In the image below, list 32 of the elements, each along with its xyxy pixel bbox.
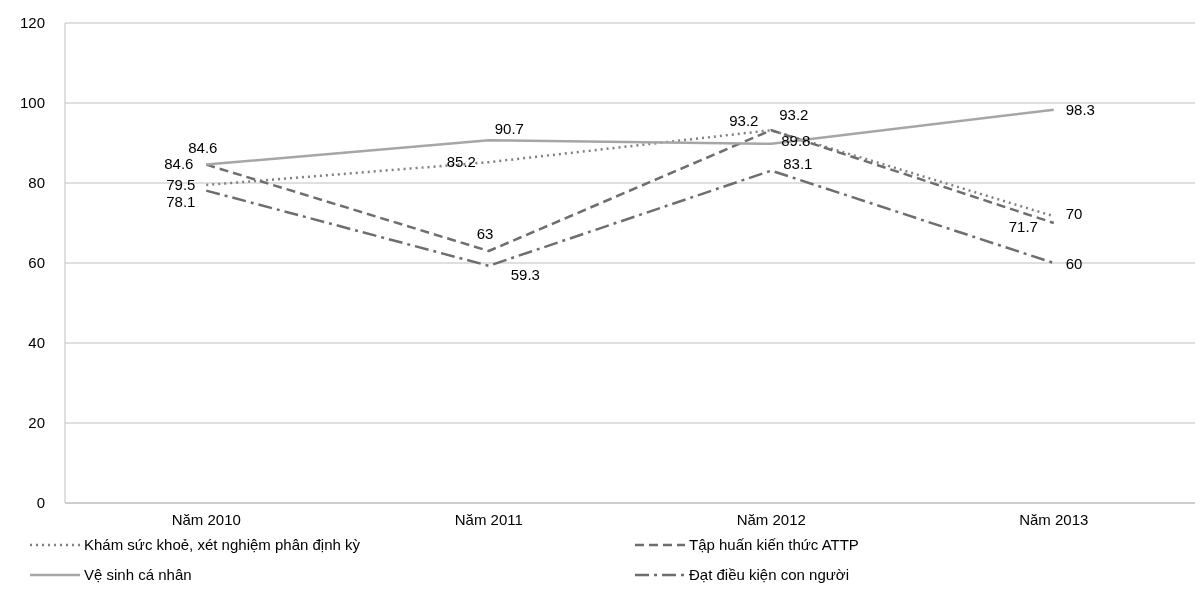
data-label: 59.3 (510, 265, 540, 283)
legend-label: Vệ sinh cá nhân (84, 566, 192, 584)
data-label: 60 (1065, 255, 1083, 272)
x-tick-label: Năm 2010 (171, 511, 241, 528)
legend-label: Khám sức khoẻ, xét nghiệm phân định kỳ (84, 536, 361, 554)
data-label: 89.8 (781, 131, 811, 149)
data-label: 78.1 (166, 192, 196, 210)
y-tick-label: 100 (19, 94, 45, 112)
data-label: 83.1 (783, 154, 813, 172)
y-tick-label: 120 (19, 14, 45, 32)
data-label: 93.2 (779, 106, 809, 124)
x-tick-label: Năm 2011 (454, 511, 523, 528)
data-label: 84.6 (164, 154, 194, 172)
data-label: 79.5 (166, 176, 196, 193)
y-tick-label: 20 (28, 414, 45, 432)
data-label: 93.2 (729, 112, 759, 130)
y-tick-label: 40 (28, 334, 45, 352)
data-label: 98.3 (1065, 100, 1095, 118)
data-label: 84.6 (188, 138, 218, 156)
data-label: 70 (1065, 205, 1083, 222)
x-tick-label: Năm 2012 (736, 511, 806, 528)
legend-label: Đạt điều kiện con người (689, 566, 849, 584)
y-tick-label: 80 (28, 174, 45, 192)
data-label: 90.7 (494, 120, 524, 138)
line-series (205, 169, 1055, 268)
data-label: 71.7 (1008, 218, 1038, 236)
x-tick-label: Năm 2013 (1019, 511, 1089, 528)
data-label: 63 (476, 225, 494, 242)
y-tick-label: 0 (36, 494, 45, 512)
legend-label: Tập huấn kiến thức ATTP (689, 536, 859, 554)
y-tick-label: 60 (28, 254, 45, 272)
data-label: 85.2 (446, 153, 476, 171)
